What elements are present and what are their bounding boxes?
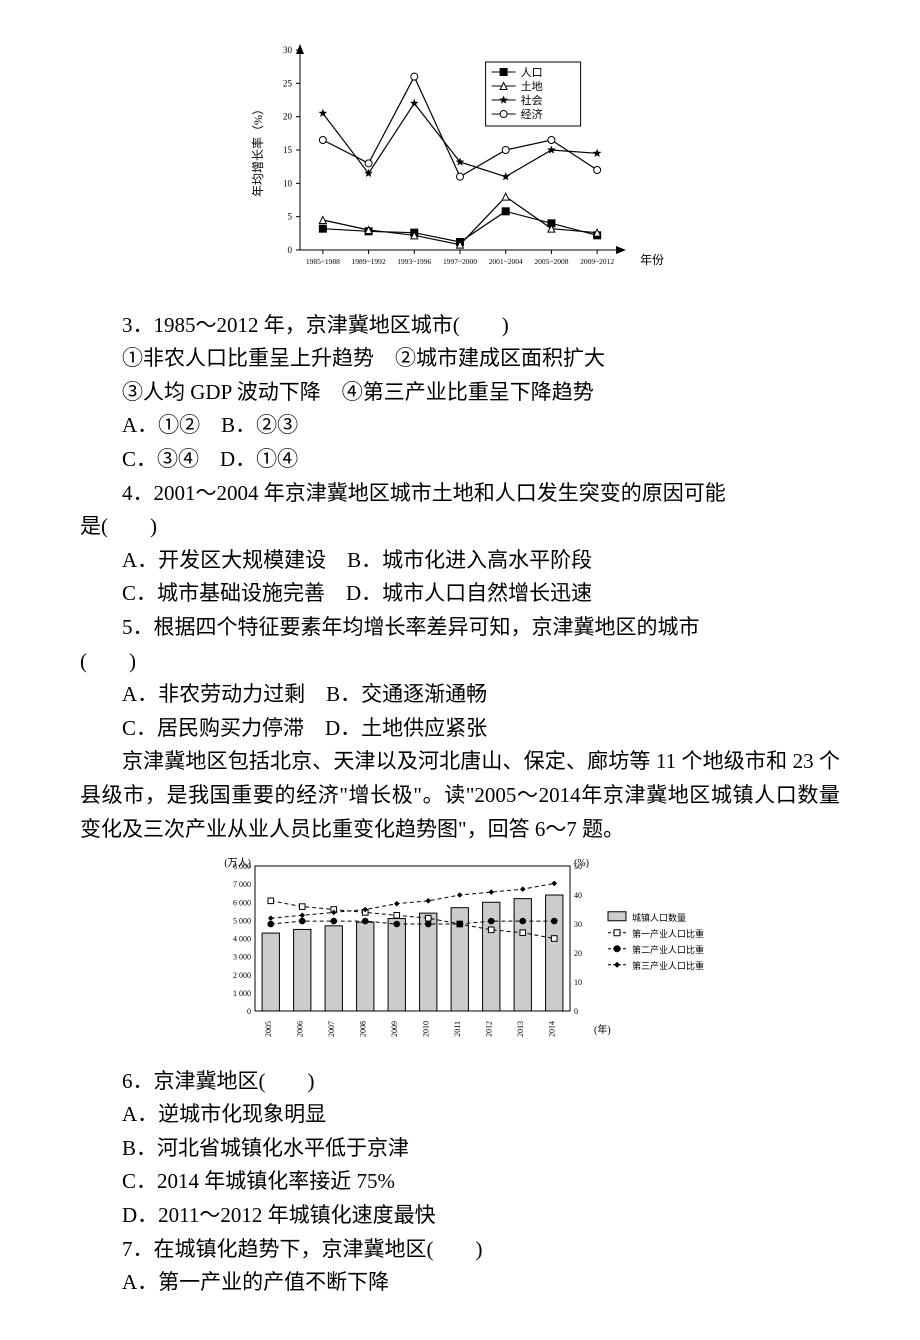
svg-text:1985~1988: 1985~1988 <box>306 257 340 266</box>
svg-text:2013: 2013 <box>516 1021 525 1037</box>
svg-text:0: 0 <box>288 245 293 255</box>
svg-text:15: 15 <box>283 145 293 155</box>
svg-text:0: 0 <box>247 1007 251 1016</box>
svg-text:4 000: 4 000 <box>233 935 251 944</box>
svg-text:年份: 年份 <box>640 253 664 267</box>
svg-text:25: 25 <box>283 78 293 88</box>
svg-text:2010: 2010 <box>421 1021 430 1037</box>
svg-text:2005~2008: 2005~2008 <box>534 257 568 266</box>
q6-b: B．河北省城镇化水平低于京津 <box>80 1132 840 1166</box>
svg-text:2014: 2014 <box>547 1021 556 1037</box>
svg-text:40: 40 <box>574 891 582 900</box>
q3-opts2: ③人均 GDP 波动下降 ④第三产业比重呈下降趋势 <box>80 376 840 410</box>
svg-text:1997~2000: 1997~2000 <box>443 257 477 266</box>
svg-text:30: 30 <box>574 920 582 929</box>
svg-text:土地: 土地 <box>521 80 543 93</box>
svg-text:2009: 2009 <box>390 1021 399 1037</box>
q5-row2: C．居民购买力停滞 D．土地供应紧张 <box>80 712 840 746</box>
svg-text:5: 5 <box>288 212 293 222</box>
q5-row1: A．非农劳动力过剩 B．交通逐渐通畅 <box>80 678 840 712</box>
q3-opts1: ①非农人口比重呈上升趋势 ②城市建成区面积扩大 <box>80 342 840 376</box>
svg-text:1989~1992: 1989~1992 <box>352 257 386 266</box>
svg-text:人口: 人口 <box>521 66 543 79</box>
chart2-wrap: 01 0002 0003 0004 0005 0006 0007 0008 00… <box>80 856 840 1057</box>
svg-text:2012: 2012 <box>484 1021 493 1037</box>
population-industry-chart: 01 0002 0003 0004 0005 0006 0007 0008 00… <box>200 856 720 1046</box>
svg-text:2001~2004: 2001~2004 <box>489 257 523 266</box>
svg-text:第三产业人口比重: 第三产业人口比重 <box>632 960 704 971</box>
svg-text:第一产业人口比重: 第一产业人口比重 <box>632 928 704 939</box>
svg-text:2007: 2007 <box>327 1021 336 1037</box>
passage2: 京津冀地区包括北京、天津以及河北唐山、保定、廊坊等 11 个地级市和 23 个县… <box>80 745 840 846</box>
svg-text:1993~1996: 1993~1996 <box>397 257 431 266</box>
chart1-wrap: 0 5 10 15 20 25 30 1985~1988 1989~1992 1993~1996 1… <box>80 30 840 301</box>
q6-stem: 6．京津冀地区( ) <box>80 1065 840 1099</box>
svg-text:2011: 2011 <box>453 1021 462 1037</box>
q4-stem-a: 4．2001～2004 年京津冀地区城市土地和人口发生突变的原因可能 <box>80 477 840 511</box>
q7-a: A．第一产业的产值不断下降 <box>80 1266 840 1300</box>
svg-text:(%): (%) <box>574 858 589 869</box>
svg-text:(年): (年) <box>594 1023 611 1036</box>
svg-text:2005: 2005 <box>264 1021 273 1037</box>
svg-text:2009~2012: 2009~2012 <box>580 257 614 266</box>
svg-text:城镇人口数量: 城镇人口数量 <box>632 912 686 923</box>
svg-text:0: 0 <box>574 1007 578 1016</box>
svg-text:经济: 经济 <box>521 107 543 121</box>
svg-text:6 000: 6 000 <box>233 898 251 907</box>
svg-text:1 000: 1 000 <box>233 989 251 998</box>
svg-text:10: 10 <box>574 978 582 987</box>
growth-rate-chart: 0 5 10 15 20 25 30 1985~1988 1989~1992 1993~1996 1… <box>240 30 680 290</box>
svg-text:5 000: 5 000 <box>233 916 251 925</box>
q3-stem: 3．1985～2012 年，京津冀地区城市( ) <box>80 309 840 343</box>
q4-row1: A．开发区大规模建设 B．城市化进入高水平阶段 <box>80 544 840 578</box>
svg-text:7 000: 7 000 <box>233 880 251 889</box>
q3-row2: C．③④ D．①④ <box>80 443 840 477</box>
q6-d: D．2011～2012 年城镇化速度最快 <box>80 1199 840 1233</box>
q4-stem-b: 是( ) <box>80 510 840 544</box>
q3-row1: A．①② B．②③ <box>80 409 840 443</box>
q6-a: A．逆城市化现象明显 <box>80 1098 840 1132</box>
q7-stem: 7．在城镇化趋势下，京津冀地区( ) <box>80 1233 840 1267</box>
q5-stem-b: ( ) <box>80 645 840 679</box>
svg-text:2006: 2006 <box>295 1021 304 1037</box>
svg-text:20: 20 <box>574 949 582 958</box>
q6-c: C．2014 年城镇化率接近 75% <box>80 1165 840 1199</box>
svg-text:2 000: 2 000 <box>233 971 251 980</box>
svg-text:30: 30 <box>283 45 293 55</box>
svg-text:3 000: 3 000 <box>233 953 251 962</box>
svg-text:(万人): (万人) <box>224 857 251 869</box>
svg-text:年均增长率（%）: 年均增长率（%） <box>250 103 265 197</box>
svg-text:10: 10 <box>283 178 293 188</box>
svg-text:20: 20 <box>283 112 293 122</box>
svg-text:第二产业人口比重: 第二产业人口比重 <box>632 944 704 955</box>
q4-row2: C．城市基础设施完善 D．城市人口自然增长迅速 <box>80 577 840 611</box>
q5-stem-a: 5．根据四个特征要素年均增长率差异可知，京津冀地区的城市 <box>80 611 840 645</box>
page: 0 5 10 15 20 25 30 1985~1988 1989~1992 1993~1996 1… <box>0 0 920 1340</box>
svg-text:2008: 2008 <box>358 1021 367 1037</box>
svg-text:社会: 社会 <box>521 93 543 107</box>
